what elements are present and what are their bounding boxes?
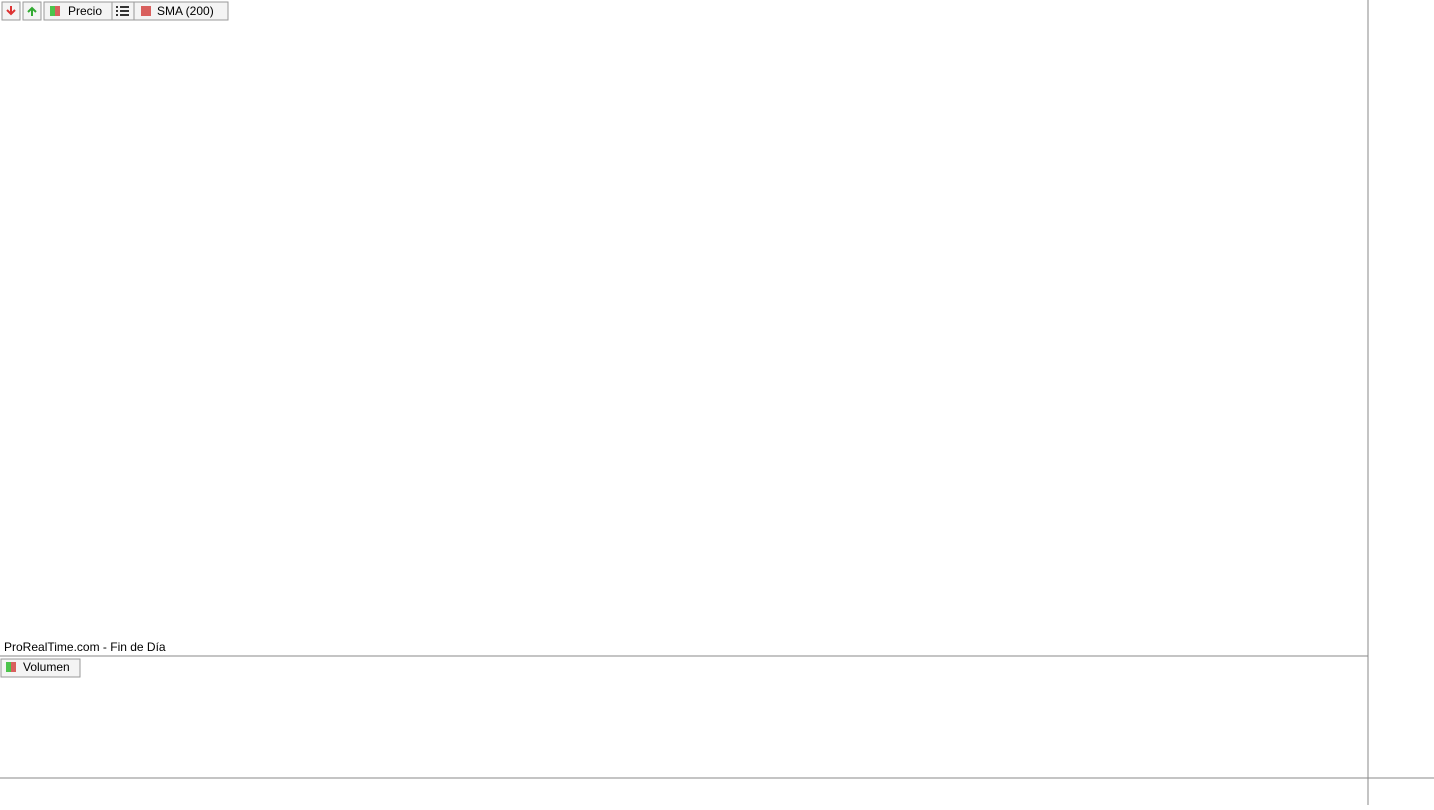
sma-button[interactable] — [133, 1, 229, 21]
icon-list — [116, 6, 129, 16]
swatch-up — [50, 6, 55, 16]
icon-down — [6, 6, 16, 16]
price-label: Precio — [68, 4, 102, 18]
swatch-up — [6, 662, 11, 672]
swatch-sma — [141, 6, 151, 16]
sma-label: SMA (200) — [157, 4, 214, 18]
toolbar: Precio SMA (200) — [1, 1, 229, 21]
volume-legend: Volumen — [0, 658, 81, 678]
swatch-down — [11, 662, 16, 672]
volume-name: Volumen — [23, 660, 70, 674]
swatch-down — [55, 6, 60, 16]
volume-button[interactable] — [0, 658, 81, 678]
icon-up — [27, 6, 37, 16]
source: ProRealTime.com - Fin de Día — [4, 640, 166, 654]
